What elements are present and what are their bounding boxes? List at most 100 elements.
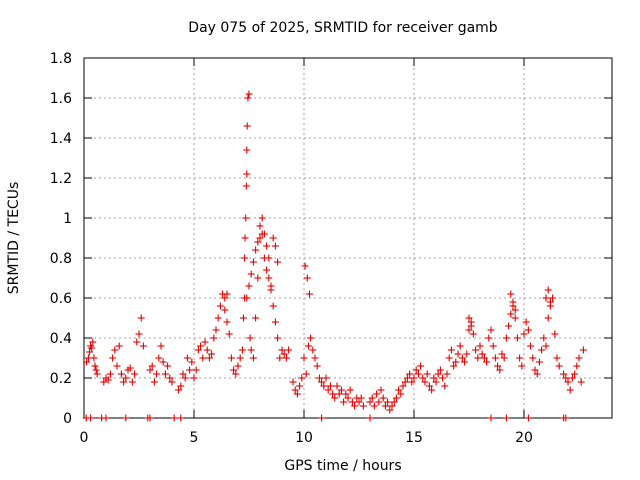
data-point — [263, 266, 271, 274]
data-point — [390, 398, 398, 406]
y-axis-title: SRMTID / TECUs — [6, 182, 22, 295]
data-point — [494, 362, 502, 370]
data-point — [540, 334, 548, 342]
data-point — [247, 270, 255, 278]
data-point — [243, 170, 251, 178]
data-point — [177, 382, 185, 390]
data-point — [498, 350, 506, 358]
data-point — [491, 354, 499, 362]
data-point — [320, 382, 328, 390]
data-point — [562, 374, 570, 382]
data-point — [194, 346, 202, 354]
data-point — [342, 390, 350, 398]
data-point — [243, 146, 251, 154]
data-point — [414, 370, 422, 378]
data-point — [568, 374, 576, 382]
data-point — [221, 306, 229, 314]
data-point — [456, 342, 464, 350]
data-point — [223, 290, 231, 298]
data-point — [293, 390, 301, 398]
data-point — [474, 354, 482, 362]
data-point — [511, 306, 519, 314]
data-point — [258, 230, 266, 238]
data-point — [346, 386, 354, 394]
data-point — [269, 302, 277, 310]
data-point — [87, 414, 95, 422]
data-point — [533, 370, 541, 378]
data-point — [513, 334, 521, 342]
data-point — [240, 314, 247, 322]
data-point — [489, 342, 497, 350]
data-point — [216, 302, 224, 310]
y-tick-label: 1.6 — [50, 91, 72, 107]
data-point — [179, 370, 187, 378]
data-point — [113, 362, 121, 370]
data-point — [298, 374, 306, 382]
y-tick-label: 0 — [63, 411, 72, 427]
data-point — [542, 294, 550, 302]
data-point — [566, 386, 574, 394]
data-point — [469, 330, 477, 338]
data-point — [480, 354, 488, 362]
data-point — [560, 370, 568, 378]
data-point — [538, 346, 546, 354]
data-point — [384, 398, 392, 406]
data-point — [86, 348, 93, 356]
data-point — [463, 350, 471, 358]
data-point — [307, 334, 315, 342]
y-tick-label: 0.6 — [50, 291, 72, 307]
data-point — [244, 94, 252, 102]
data-point — [329, 390, 337, 398]
data-point — [245, 90, 253, 98]
data-point — [441, 382, 449, 390]
y-tick-label: 1.4 — [50, 131, 72, 147]
data-point — [280, 350, 288, 358]
data-point — [197, 342, 205, 350]
x-tick-label: 20 — [515, 430, 533, 446]
data-point — [331, 394, 339, 402]
data-point — [106, 370, 114, 378]
data-point — [155, 354, 163, 362]
data-point — [487, 414, 495, 422]
data-point — [126, 364, 134, 372]
data-point — [205, 354, 213, 362]
data-point — [571, 370, 579, 378]
data-point — [225, 330, 233, 338]
data-point — [410, 374, 418, 382]
data-point — [241, 234, 249, 242]
data-point — [289, 378, 297, 386]
axis-ticks: 0 0.2 0.4 0.6 0.8 1 1.2 1.4 1.6 1.8 0 5 10 15 20 — [50, 51, 612, 446]
data-point — [306, 290, 313, 298]
data-point — [256, 234, 264, 242]
data-point — [447, 346, 455, 354]
data-point — [246, 334, 254, 342]
data-point — [269, 234, 277, 242]
data-point — [423, 370, 431, 378]
data-point — [381, 402, 389, 410]
data-point — [379, 394, 387, 402]
data-point — [522, 318, 530, 326]
data-point — [313, 362, 321, 370]
data-point — [242, 214, 250, 222]
data-point — [421, 378, 429, 386]
data-point — [230, 366, 238, 374]
data-point — [267, 286, 275, 294]
data-point — [258, 214, 266, 222]
y-tick-label: 1.2 — [50, 171, 72, 187]
data-point — [465, 326, 473, 334]
data-point — [181, 374, 189, 382]
y-tick-label: 0.8 — [50, 251, 72, 267]
data-point — [223, 318, 231, 326]
data-point — [472, 346, 480, 354]
data-point — [507, 310, 515, 318]
data-point — [399, 382, 407, 390]
data-point — [122, 374, 130, 382]
data-point — [208, 350, 216, 358]
data-point — [120, 378, 128, 386]
data-point — [93, 370, 101, 378]
data-point — [302, 370, 310, 378]
data-point — [304, 342, 312, 350]
data-point — [458, 354, 466, 362]
data-point — [535, 358, 543, 366]
data-point — [192, 366, 200, 374]
